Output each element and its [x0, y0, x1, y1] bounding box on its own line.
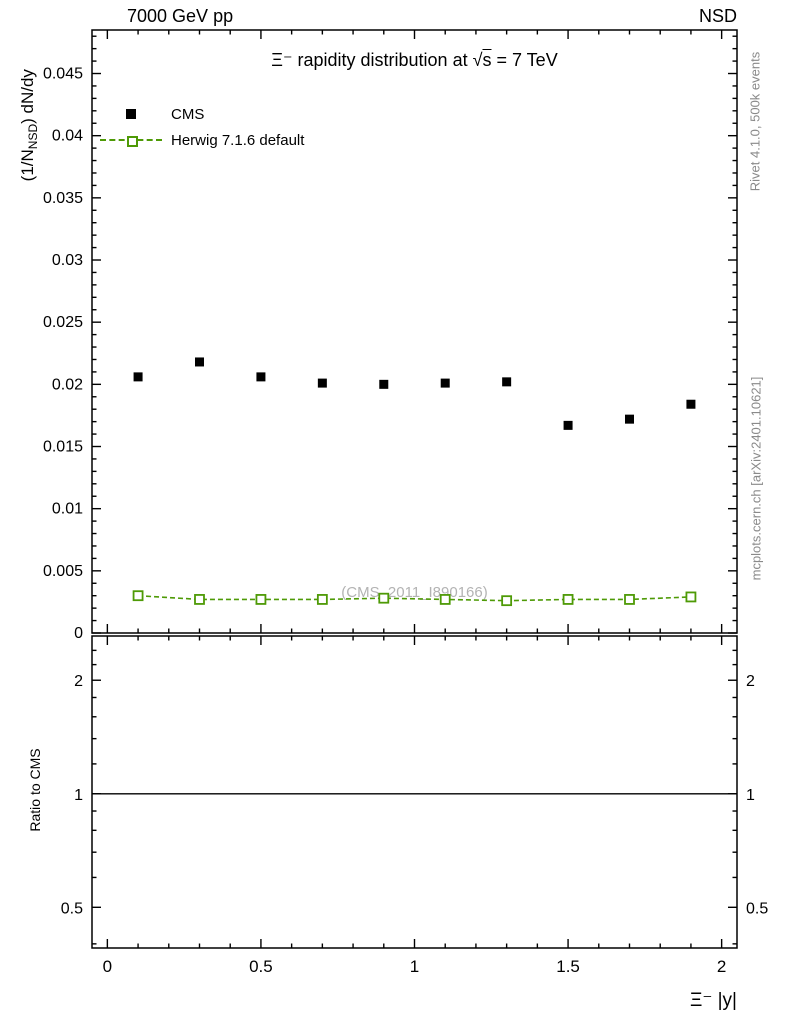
svg-text:1: 1	[74, 787, 83, 804]
legend-label-cms: CMS	[171, 105, 205, 123]
legend: CMS Herwig 7.1.6 default	[100, 101, 304, 153]
svg-text:0.035: 0.035	[43, 190, 83, 207]
svg-text:0.015: 0.015	[43, 439, 83, 456]
legend-label-herwig: Herwig 7.1.6 default	[171, 131, 305, 149]
plot-title-pre: Ξ⁻ rapidity distribution at	[271, 50, 473, 70]
svg-text:0.01: 0.01	[52, 501, 83, 518]
svg-text:1.5: 1.5	[556, 957, 580, 976]
svg-text:1: 1	[410, 957, 419, 976]
svg-text:0.025: 0.025	[43, 314, 83, 331]
svg-text:1: 1	[746, 787, 755, 804]
svg-text:0.5: 0.5	[61, 900, 83, 917]
sqrt-argument: s	[482, 50, 492, 70]
open-square-marker-icon	[127, 136, 138, 147]
svg-text:0.03: 0.03	[52, 252, 83, 269]
legend-item-cms: CMS	[100, 101, 304, 127]
svg-text:0.02: 0.02	[52, 376, 83, 393]
plot-title: Ξ⁻ rapidity distribution at √s = 7 TeV	[92, 50, 737, 71]
svg-text:2: 2	[717, 957, 726, 976]
svg-text:2: 2	[74, 673, 83, 690]
svg-text:0.005: 0.005	[43, 563, 83, 580]
event-class-label: NSD	[698, 6, 737, 26]
sqrt-symbol: √	[472, 50, 483, 70]
svg-text:0: 0	[74, 625, 83, 642]
beam-energy-label: 7000 GeV pp	[127, 6, 234, 26]
svg-text:0.5: 0.5	[249, 957, 273, 976]
dashed-line-marker-icon	[100, 136, 162, 147]
svg-text:0.04: 0.04	[52, 128, 83, 145]
svg-text:2: 2	[746, 673, 755, 690]
svg-text:0.045: 0.045	[43, 66, 83, 83]
x-axis-label: Ξ⁻ |y|	[689, 990, 737, 1011]
cms-marker-area	[100, 109, 162, 119]
svg-text:0.5: 0.5	[746, 900, 768, 917]
filled-square-marker-icon	[126, 109, 136, 119]
svg-text:0: 0	[103, 957, 112, 976]
analysis-id-watermark: (CMS_2011_I890166)	[341, 584, 488, 601]
herwig-marker-area	[100, 136, 162, 147]
plot-title-post: = 7 TeV	[491, 50, 558, 70]
legend-item-herwig: Herwig 7.1.6 default	[100, 127, 304, 153]
